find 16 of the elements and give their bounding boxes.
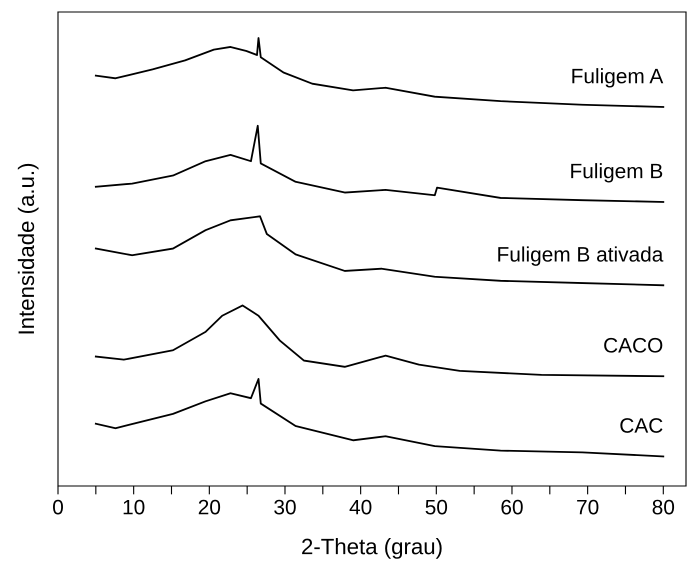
series-label: Fuligem B — [571, 163, 662, 182]
x-axis-title: 2-Theta (grau) — [302, 538, 442, 559]
series-label: CACO — [604, 338, 662, 353]
x-tick-label: 40 — [350, 500, 372, 514]
series-label: CAC — [620, 418, 663, 433]
x-tick-label: 60 — [501, 500, 523, 514]
x-tick-label: 50 — [426, 500, 448, 514]
x-tick-label: 20 — [198, 500, 220, 514]
series-label: Fuligem B ativada — [498, 246, 664, 266]
x-tick-label: 30 — [274, 500, 296, 514]
y-axis-title: Intensidade (a.u.) — [18, 164, 39, 334]
x-tick-label: 0 — [53, 500, 63, 514]
x-tick-label: 10 — [124, 500, 144, 514]
x-tick-label: 80 — [652, 500, 674, 514]
x-tick-label: 70 — [577, 500, 598, 514]
series-label: Fuligem A — [572, 68, 664, 88]
